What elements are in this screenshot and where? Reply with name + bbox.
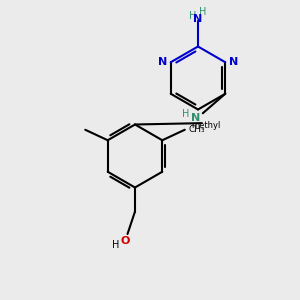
Text: methyl: methyl	[191, 121, 220, 130]
Text: N: N	[229, 57, 238, 67]
Text: N: N	[194, 14, 202, 25]
Text: H: H	[199, 7, 206, 17]
Text: N: N	[191, 113, 200, 123]
Text: N: N	[158, 57, 167, 67]
Text: H: H	[182, 109, 189, 119]
Text: H: H	[189, 11, 196, 22]
Text: O: O	[120, 236, 130, 247]
Text: CH₃: CH₃	[188, 125, 205, 134]
Text: H: H	[112, 240, 120, 250]
